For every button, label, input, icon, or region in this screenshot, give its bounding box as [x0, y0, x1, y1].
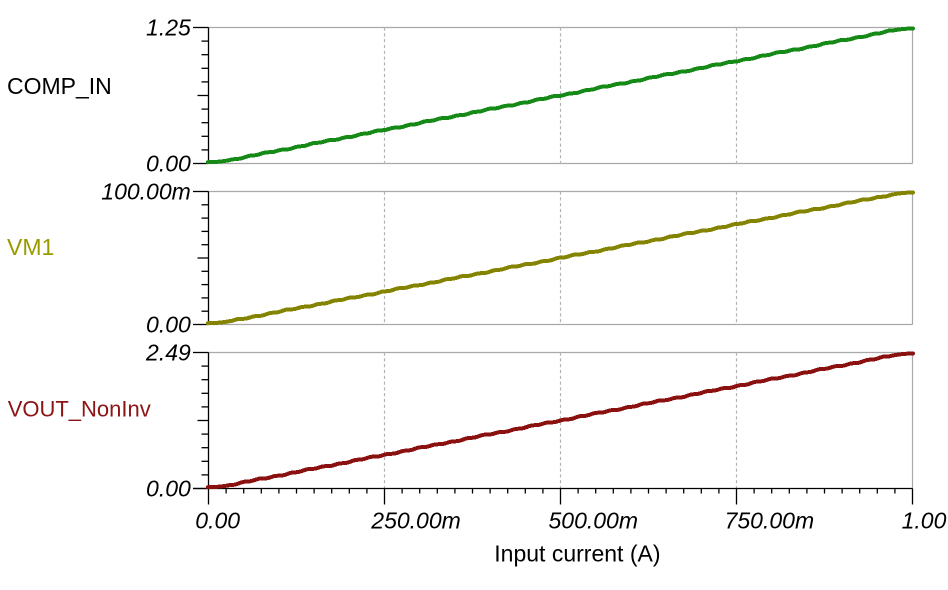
svg-text:VM1: VM1	[7, 234, 54, 260]
svg-text:2.49: 2.49	[145, 339, 191, 365]
svg-text:0.00: 0.00	[146, 311, 191, 337]
svg-text:0.00: 0.00	[195, 507, 240, 533]
svg-text:0.00: 0.00	[146, 475, 191, 501]
svg-text:COMP_IN: COMP_IN	[7, 73, 112, 99]
svg-text:1.25: 1.25	[146, 14, 191, 40]
svg-text:Input current (A): Input current (A)	[494, 540, 660, 566]
svg-text:1.00: 1.00	[902, 507, 947, 533]
svg-text:250.00m: 250.00m	[370, 507, 461, 533]
svg-text:0.00: 0.00	[146, 150, 191, 176]
svg-text:500.00m: 500.00m	[549, 507, 639, 533]
svg-text:VOUT_NonInv: VOUT_NonInv	[8, 396, 151, 421]
svg-text:100.00m: 100.00m	[101, 178, 191, 204]
svg-text:750.00m: 750.00m	[725, 507, 815, 533]
